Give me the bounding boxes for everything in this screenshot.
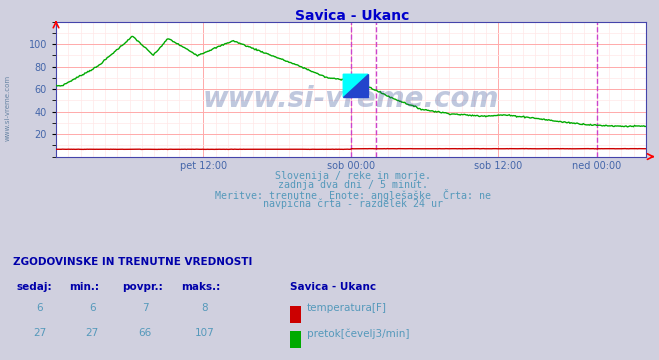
Text: pretok[čevelj3/min]: pretok[čevelj3/min] — [307, 328, 410, 339]
Text: Meritve: trenutne  Enote: anglešaške  Črta: ne: Meritve: trenutne Enote: anglešaške Črta… — [215, 189, 490, 201]
Text: temperatura[F]: temperatura[F] — [307, 303, 387, 313]
Text: ZGODOVINSKE IN TRENUTNE VREDNOSTI: ZGODOVINSKE IN TRENUTNE VREDNOSTI — [13, 257, 252, 267]
Text: Savica - Ukanc: Savica - Ukanc — [290, 282, 376, 292]
Text: povpr.:: povpr.: — [122, 282, 163, 292]
FancyBboxPatch shape — [343, 74, 368, 97]
Text: Savica - Ukanc: Savica - Ukanc — [295, 9, 410, 23]
Text: 27: 27 — [86, 328, 99, 338]
Text: 8: 8 — [201, 303, 208, 313]
Text: 27: 27 — [33, 328, 46, 338]
Text: min.:: min.: — [69, 282, 100, 292]
Text: 107: 107 — [194, 328, 214, 338]
Polygon shape — [343, 74, 368, 97]
Text: 6: 6 — [36, 303, 43, 313]
Text: navpična črta - razdelek 24 ur: navpična črta - razdelek 24 ur — [262, 198, 443, 209]
Text: www.si-vreme.com: www.si-vreme.com — [203, 85, 499, 113]
Text: Slovenija / reke in morje.: Slovenija / reke in morje. — [275, 171, 430, 181]
Polygon shape — [343, 74, 368, 97]
Text: maks.:: maks.: — [181, 282, 221, 292]
Text: 7: 7 — [142, 303, 148, 313]
Text: 66: 66 — [138, 328, 152, 338]
Text: www.si-vreme.com: www.si-vreme.com — [5, 75, 11, 141]
Text: sedaj:: sedaj: — [16, 282, 52, 292]
Text: 6: 6 — [89, 303, 96, 313]
Text: zadnja dva dni / 5 minut.: zadnja dva dni / 5 minut. — [277, 180, 428, 190]
